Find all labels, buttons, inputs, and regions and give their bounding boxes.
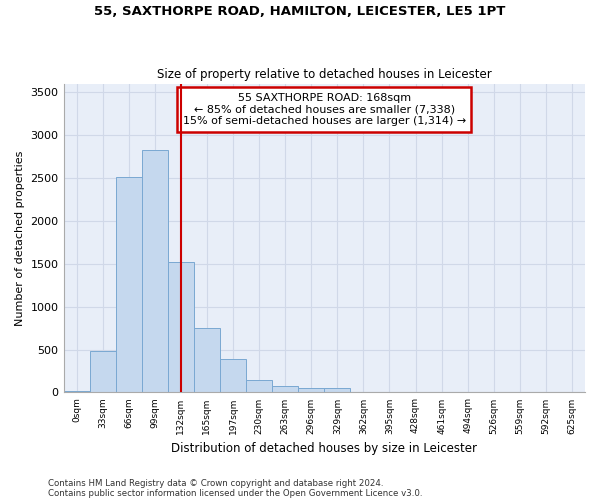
Bar xyxy=(298,388,324,392)
Bar xyxy=(168,262,194,392)
Bar xyxy=(246,380,272,392)
Text: 55, SAXTHORPE ROAD, HAMILTON, LEICESTER, LE5 1PT: 55, SAXTHORPE ROAD, HAMILTON, LEICESTER,… xyxy=(94,5,506,18)
X-axis label: Distribution of detached houses by size in Leicester: Distribution of detached houses by size … xyxy=(171,442,477,455)
Bar xyxy=(220,359,246,392)
Bar xyxy=(272,386,298,392)
Bar xyxy=(324,388,350,392)
Bar xyxy=(142,150,168,392)
Y-axis label: Number of detached properties: Number of detached properties xyxy=(15,150,25,326)
Bar xyxy=(194,328,220,392)
Bar xyxy=(116,177,142,392)
Text: Contains public sector information licensed under the Open Government Licence v3: Contains public sector information licen… xyxy=(48,488,422,498)
Text: Contains HM Land Registry data © Crown copyright and database right 2024.: Contains HM Land Registry data © Crown c… xyxy=(48,478,383,488)
Bar xyxy=(89,351,116,393)
Text: 55 SAXTHORPE ROAD: 168sqm
← 85% of detached houses are smaller (7,338)
15% of se: 55 SAXTHORPE ROAD: 168sqm ← 85% of detac… xyxy=(182,93,466,126)
Bar xyxy=(64,390,89,392)
Title: Size of property relative to detached houses in Leicester: Size of property relative to detached ho… xyxy=(157,68,491,81)
